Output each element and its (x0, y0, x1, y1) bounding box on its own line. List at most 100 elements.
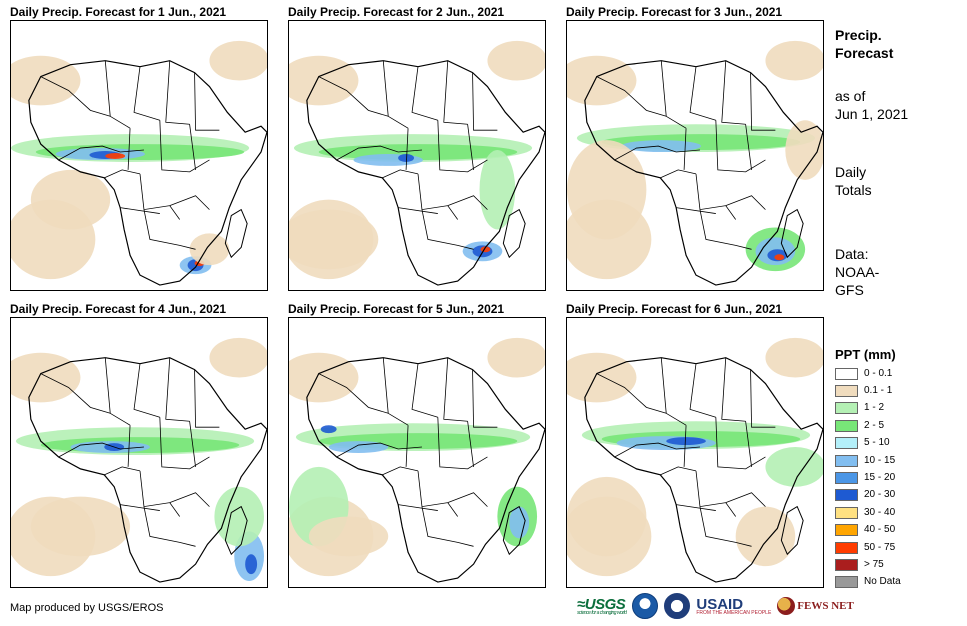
africa-coastline (584, 60, 823, 286)
usaid-seal (664, 593, 691, 619)
madagascar-outline (224, 208, 248, 259)
legend-item: 0 - 0.1 (835, 366, 892, 381)
side-heading-line-2: Forecast (835, 45, 894, 61)
map-canvas (567, 318, 823, 587)
legend-label: 5 - 10 (864, 437, 890, 449)
legend-label: 1 - 2 (864, 402, 885, 414)
legend-swatch (835, 402, 858, 415)
legend-item: > 75 (835, 557, 884, 572)
dry-area (765, 40, 823, 81)
as-of-date: Jun 1, 2021 (835, 106, 909, 122)
legend-swatch (835, 489, 858, 502)
precip-area (214, 486, 265, 547)
country-borders (318, 357, 498, 547)
precip-area (765, 447, 823, 487)
legend-label: > 75 (864, 558, 884, 570)
madagascar-outline (502, 505, 526, 556)
panel-title-3: Daily Precip. Forecast for 3 Jun., 2021 (566, 5, 783, 19)
legend-swatch (835, 419, 858, 432)
legend-label: No Data (864, 576, 901, 588)
legend-label: 10 - 15 (864, 454, 896, 466)
legend-swatch (835, 506, 858, 519)
map-canvas (11, 318, 267, 587)
panel-title-6: Daily Precip. Forecast for 6 Jun., 2021 (566, 302, 783, 316)
precip-area (774, 254, 785, 261)
precip-area (308, 516, 389, 557)
data-source-line-1: Data: (835, 246, 869, 262)
legend-swatch (835, 384, 858, 397)
country-borders (596, 60, 776, 250)
map-canvas (289, 318, 545, 587)
totals-line-2: Totals (835, 182, 872, 198)
legend-item: 0.1 - 1 (835, 383, 892, 398)
precip-area (621, 140, 701, 153)
legend-label: 0 - 0.1 (864, 367, 893, 379)
forecast-map-1 (10, 20, 268, 291)
forecast-map-2 (288, 20, 546, 291)
as-of-line-1: as of (835, 88, 866, 104)
dry-area (209, 40, 267, 81)
legend-item: 30 - 40 (835, 505, 895, 520)
legend-swatch (835, 524, 858, 537)
legend-item: 40 - 50 (835, 523, 895, 538)
dry-area (487, 337, 545, 378)
fews-globe-icon (777, 597, 796, 615)
legend-label: 30 - 40 (864, 506, 896, 518)
precip-area (567, 140, 647, 240)
usaid-logo: USAID FROM THE AMERICAN PEOPLE (696, 596, 772, 616)
totals-line-1: Daily (835, 164, 867, 180)
legend-swatch (835, 576, 858, 589)
legend-label: 50 - 75 (864, 541, 896, 553)
map-canvas (567, 21, 823, 290)
legend-swatch (835, 541, 858, 554)
africa-coastline (306, 60, 545, 286)
forecast-map-5 (288, 317, 546, 588)
legend-label: 20 - 30 (864, 489, 896, 501)
panel-title-2: Daily Precip. Forecast for 2 Jun., 2021 (288, 5, 505, 19)
legend-item: 5 - 10 (835, 436, 890, 451)
dry-area (209, 337, 267, 378)
precip-area (666, 437, 706, 446)
legend-title: PPT (mm) (835, 347, 896, 362)
legend-item: 20 - 30 (835, 488, 895, 503)
precip-area (320, 425, 337, 434)
legend-swatch (835, 558, 858, 571)
precip-area (105, 153, 126, 159)
map-canvas (11, 21, 267, 290)
fews-net-logo: FEWS NET (777, 597, 854, 615)
legend-swatch (835, 471, 858, 484)
legend-swatch (835, 454, 858, 467)
legend-swatch (835, 367, 858, 380)
forecast-map-3 (566, 20, 824, 291)
country-borders (40, 357, 220, 547)
noaa-logo (632, 593, 659, 619)
usgs-logo: ≈USGS science for a changing world (577, 596, 627, 616)
panel-title-4: Daily Precip. Forecast for 4 Jun., 2021 (10, 302, 227, 316)
madagascar-outline (780, 208, 804, 259)
legend-item: 15 - 20 (835, 470, 895, 485)
dry-area (765, 337, 823, 378)
map-credit: Map produced by USGS/EROS (10, 602, 164, 614)
legend-item: 1 - 2 (835, 401, 884, 416)
precip-area (398, 154, 415, 162)
madagascar-outline (224, 505, 248, 556)
legend-item: No Data (835, 575, 901, 590)
legend-label: 15 - 20 (864, 471, 896, 483)
forecast-map-4 (10, 317, 268, 588)
side-heading-line-1: Precip. (835, 27, 882, 43)
legend-swatch (835, 437, 858, 450)
panel-title-5: Daily Precip. Forecast for 5 Jun., 2021 (288, 302, 505, 316)
map-canvas (289, 21, 545, 290)
legend-label: 0.1 - 1 (864, 384, 893, 396)
precip-area (785, 120, 823, 180)
legend-item: 10 - 15 (835, 453, 895, 468)
panel-title-1: Daily Precip. Forecast for 1 Jun., 2021 (10, 5, 227, 19)
country-borders (596, 357, 776, 547)
precip-area (567, 476, 647, 557)
precip-area (735, 506, 796, 567)
country-borders (40, 60, 220, 250)
precip-area (509, 506, 530, 539)
legend-label: 2 - 5 (864, 419, 885, 431)
data-source-line-3: GFS (835, 282, 864, 298)
data-source-line-2: NOAA- (835, 264, 880, 280)
